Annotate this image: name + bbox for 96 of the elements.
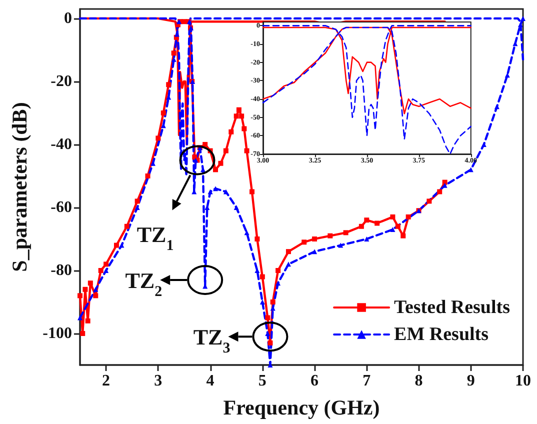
y-tick-label: -20 <box>50 72 72 90</box>
point <box>202 142 208 147</box>
point <box>406 214 411 220</box>
x-tick-label: 6 <box>310 372 319 390</box>
x-tick-label: 9 <box>466 372 475 390</box>
x-tick-label: 3 <box>154 372 162 390</box>
point <box>218 160 224 166</box>
point <box>242 126 247 132</box>
point <box>93 286 98 292</box>
point <box>88 280 93 286</box>
point <box>343 230 348 236</box>
point <box>390 227 396 232</box>
point <box>286 249 291 254</box>
x-tick-label: 5 <box>258 372 266 390</box>
point <box>104 268 109 273</box>
point <box>208 189 213 194</box>
point <box>276 268 281 273</box>
point <box>364 218 370 223</box>
y-tick-label: 0 <box>64 10 72 27</box>
point <box>260 299 265 304</box>
point <box>358 224 364 229</box>
point <box>481 142 486 147</box>
point <box>223 148 228 154</box>
point <box>270 299 276 304</box>
point <box>80 330 86 336</box>
point <box>437 189 442 194</box>
point <box>182 19 187 24</box>
point <box>268 340 273 346</box>
point <box>124 224 130 229</box>
point <box>312 249 318 254</box>
point <box>338 242 344 248</box>
point <box>302 240 307 245</box>
point <box>82 286 88 292</box>
point <box>93 293 98 298</box>
point <box>156 136 161 141</box>
point <box>249 189 254 194</box>
point <box>239 114 244 119</box>
point <box>426 198 432 204</box>
point <box>494 104 500 110</box>
point <box>276 280 281 286</box>
annotation: TZ$_{2}$ <box>125 268 162 300</box>
point <box>468 167 474 172</box>
point <box>213 167 218 172</box>
point <box>234 114 239 119</box>
x-tick-label: 2 <box>102 372 110 390</box>
point <box>166 82 172 88</box>
point <box>160 110 166 116</box>
point <box>364 236 370 242</box>
point <box>223 189 228 194</box>
point <box>244 148 250 154</box>
point <box>119 242 124 248</box>
point <box>254 236 260 242</box>
legend-label: Tested Results <box>394 297 510 318</box>
point <box>518 22 523 28</box>
point <box>134 204 140 210</box>
legend-label: EM Results <box>394 324 489 345</box>
line-series <box>262 26 472 114</box>
point <box>312 236 318 242</box>
point <box>442 180 448 185</box>
y-tick-label: -100 <box>42 324 72 342</box>
point <box>98 268 104 273</box>
x-tick-label: 10 <box>515 372 531 390</box>
point <box>328 233 333 238</box>
x-tick-label: 8 <box>414 372 423 390</box>
point <box>512 41 518 46</box>
y-tick-label: -80 <box>50 262 72 279</box>
point <box>395 224 400 229</box>
point <box>265 330 270 336</box>
point <box>78 315 82 320</box>
point <box>228 129 234 134</box>
y-axis-title: S_parameters (dB) <box>8 102 32 272</box>
x-axis-title: Frequency (GHz) <box>223 396 380 420</box>
point <box>145 173 150 178</box>
y-tick-label: -40 <box>50 136 72 153</box>
point <box>286 262 291 267</box>
point <box>260 274 265 280</box>
point <box>374 220 380 226</box>
point <box>236 107 242 112</box>
point <box>400 233 406 238</box>
point <box>390 214 396 220</box>
point <box>244 230 250 236</box>
point <box>171 50 176 56</box>
point <box>104 262 109 267</box>
annotation: TZ$_{1}$ <box>136 222 174 254</box>
point <box>213 186 218 192</box>
y-tick-label: -60 <box>50 198 72 216</box>
point <box>520 16 526 21</box>
x-tick-label: 7 <box>362 372 371 390</box>
annotation: TZ$_{3}$ <box>193 324 230 357</box>
x-tick-label: 4 <box>206 372 214 390</box>
point <box>134 198 140 204</box>
point <box>234 204 239 210</box>
point <box>114 242 119 248</box>
point <box>265 315 270 320</box>
point <box>78 293 82 298</box>
point <box>85 318 90 324</box>
